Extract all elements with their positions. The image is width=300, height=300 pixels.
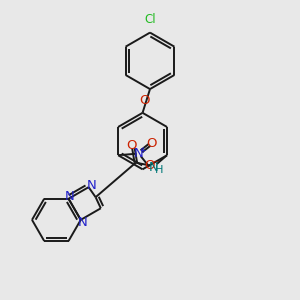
Text: O: O [144,159,155,172]
Text: Cl: Cl [144,13,156,26]
Text: +: + [139,146,146,154]
Text: N: N [77,216,87,229]
Text: O: O [140,94,150,107]
Text: O: O [146,137,156,150]
Text: N: N [149,160,158,174]
Text: ⁻: ⁻ [152,159,158,170]
Text: N: N [87,179,97,192]
Text: N: N [134,147,144,160]
Text: H: H [155,165,164,175]
Text: N: N [64,190,74,203]
Text: O: O [126,139,136,152]
